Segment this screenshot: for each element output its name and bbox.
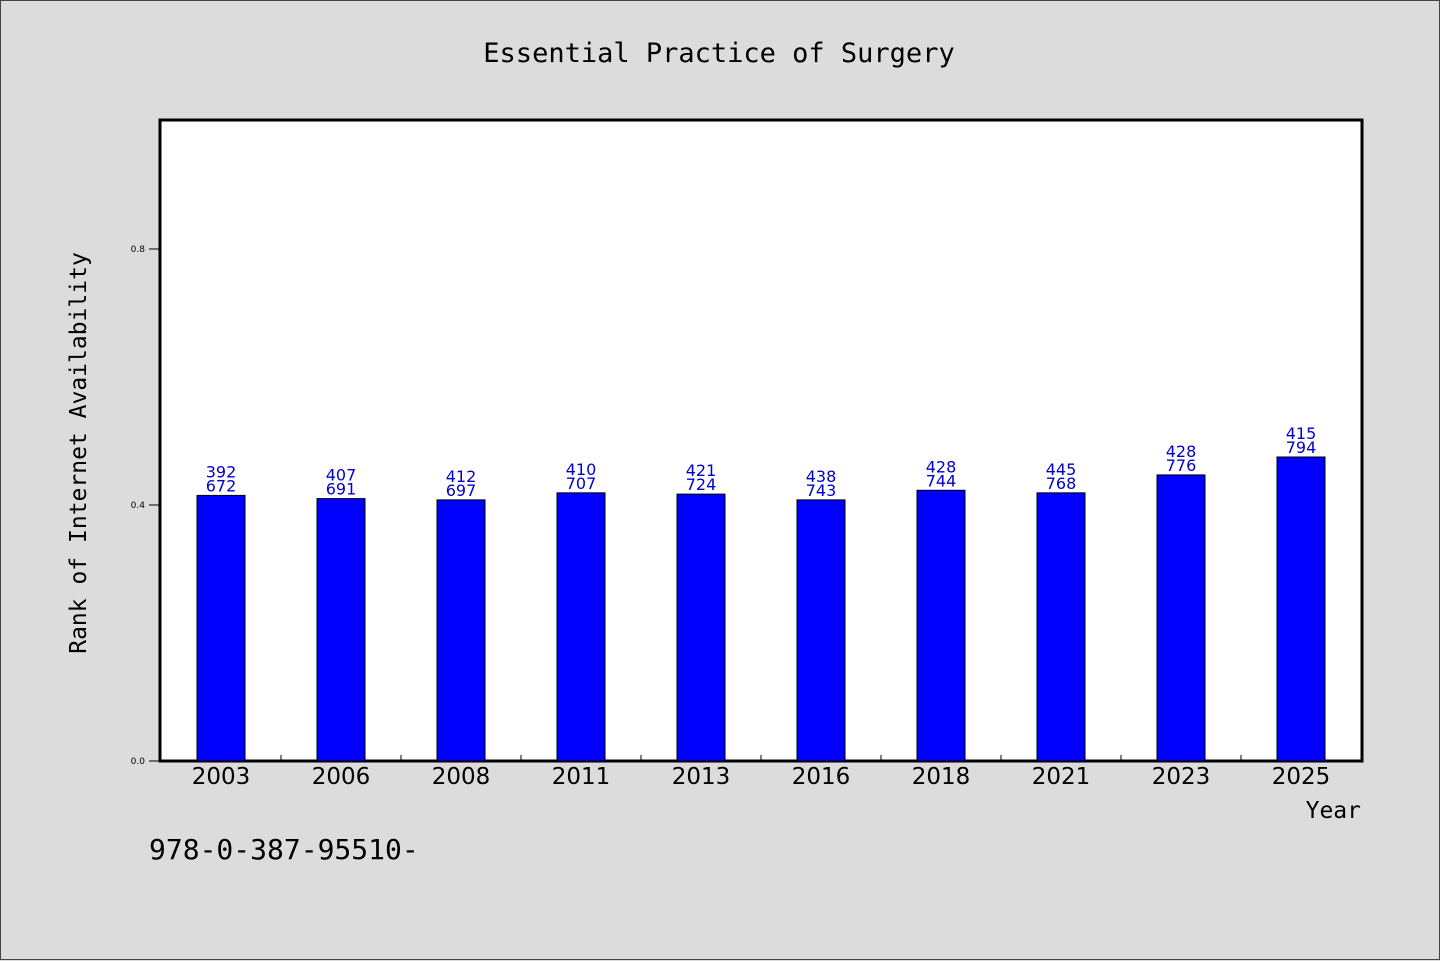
bar-label-2025-1: 415 xyxy=(1286,424,1317,443)
bar-label-2003-2: 672 xyxy=(206,476,237,495)
bar-2008 xyxy=(436,499,486,762)
bar-label-2018-1: 428 xyxy=(926,457,957,476)
y-tick-label-0.8: 0.8 xyxy=(131,245,146,255)
bar-2003 xyxy=(196,494,246,762)
bar-2025 xyxy=(1276,456,1326,762)
x-tick-label-2025: 2025 xyxy=(1272,764,1331,790)
bar-label-2023-1: 428 xyxy=(1166,442,1197,461)
bar-label-2023-2: 776 xyxy=(1166,456,1197,475)
y-tick-label-0.4: 0.4 xyxy=(131,501,146,511)
bar-2016 xyxy=(796,499,846,762)
bar-2011 xyxy=(556,492,606,762)
bar-2006 xyxy=(316,498,366,762)
bar-label-2016-2: 743 xyxy=(806,481,837,500)
x-tick-label-2013: 2013 xyxy=(672,764,731,790)
y-tick-label-0.0: 0.0 xyxy=(131,757,146,767)
x-tick-label-2016: 2016 xyxy=(792,764,851,790)
x-tick-label-2011: 2011 xyxy=(552,764,611,790)
footer-isbn-text: 978-0-387-95510- xyxy=(149,833,419,866)
bar-2021 xyxy=(1036,492,1086,762)
x-axis-ticks: 2003 2006 2008 2011 2013 2016 2018 2021 2023 2025 xyxy=(192,755,1331,790)
bar-label-2013-2: 724 xyxy=(686,475,717,494)
x-tick-label-2021: 2021 xyxy=(1032,764,1091,790)
bars-group xyxy=(196,456,1326,762)
x-tick-label-2023: 2023 xyxy=(1152,764,1211,790)
bar-label-2016-1: 438 xyxy=(806,467,837,486)
x-tick-label-2018: 2018 xyxy=(912,764,971,790)
y-axis-label: Rank of Internet Availability xyxy=(66,252,92,654)
bar-2013 xyxy=(676,493,726,762)
chart-title: Essential Practice of Surgery xyxy=(483,38,954,69)
bar-label-2006-1: 407 xyxy=(326,466,357,485)
bar-label-2003-1: 392 xyxy=(206,462,237,481)
bar-2023 xyxy=(1156,474,1206,762)
bar-2018 xyxy=(916,489,966,762)
bar-label-2021-2: 768 xyxy=(1046,474,1077,493)
x-tick-label-2006: 2006 xyxy=(312,764,371,790)
x-tick-label-2003: 2003 xyxy=(192,764,251,790)
bar-label-2025-2: 794 xyxy=(1286,438,1317,457)
bar-label-2011-2: 707 xyxy=(566,474,597,493)
bar-label-2013-1: 421 xyxy=(686,461,717,480)
bar-label-2008-1: 412 xyxy=(446,467,477,486)
bar-label-2011-1: 410 xyxy=(566,460,597,479)
bar-label-2008-2: 697 xyxy=(446,481,477,500)
bar-label-2021-1: 445 xyxy=(1046,460,1077,479)
y-axis-ticks: 0.0 0.4 0.8 xyxy=(131,245,161,767)
x-tick-label-2008: 2008 xyxy=(432,764,491,790)
bar-label-2018-2: 744 xyxy=(926,471,957,490)
x-axis-label: Year xyxy=(1306,798,1361,824)
bar-label-2006-2: 691 xyxy=(326,480,357,499)
